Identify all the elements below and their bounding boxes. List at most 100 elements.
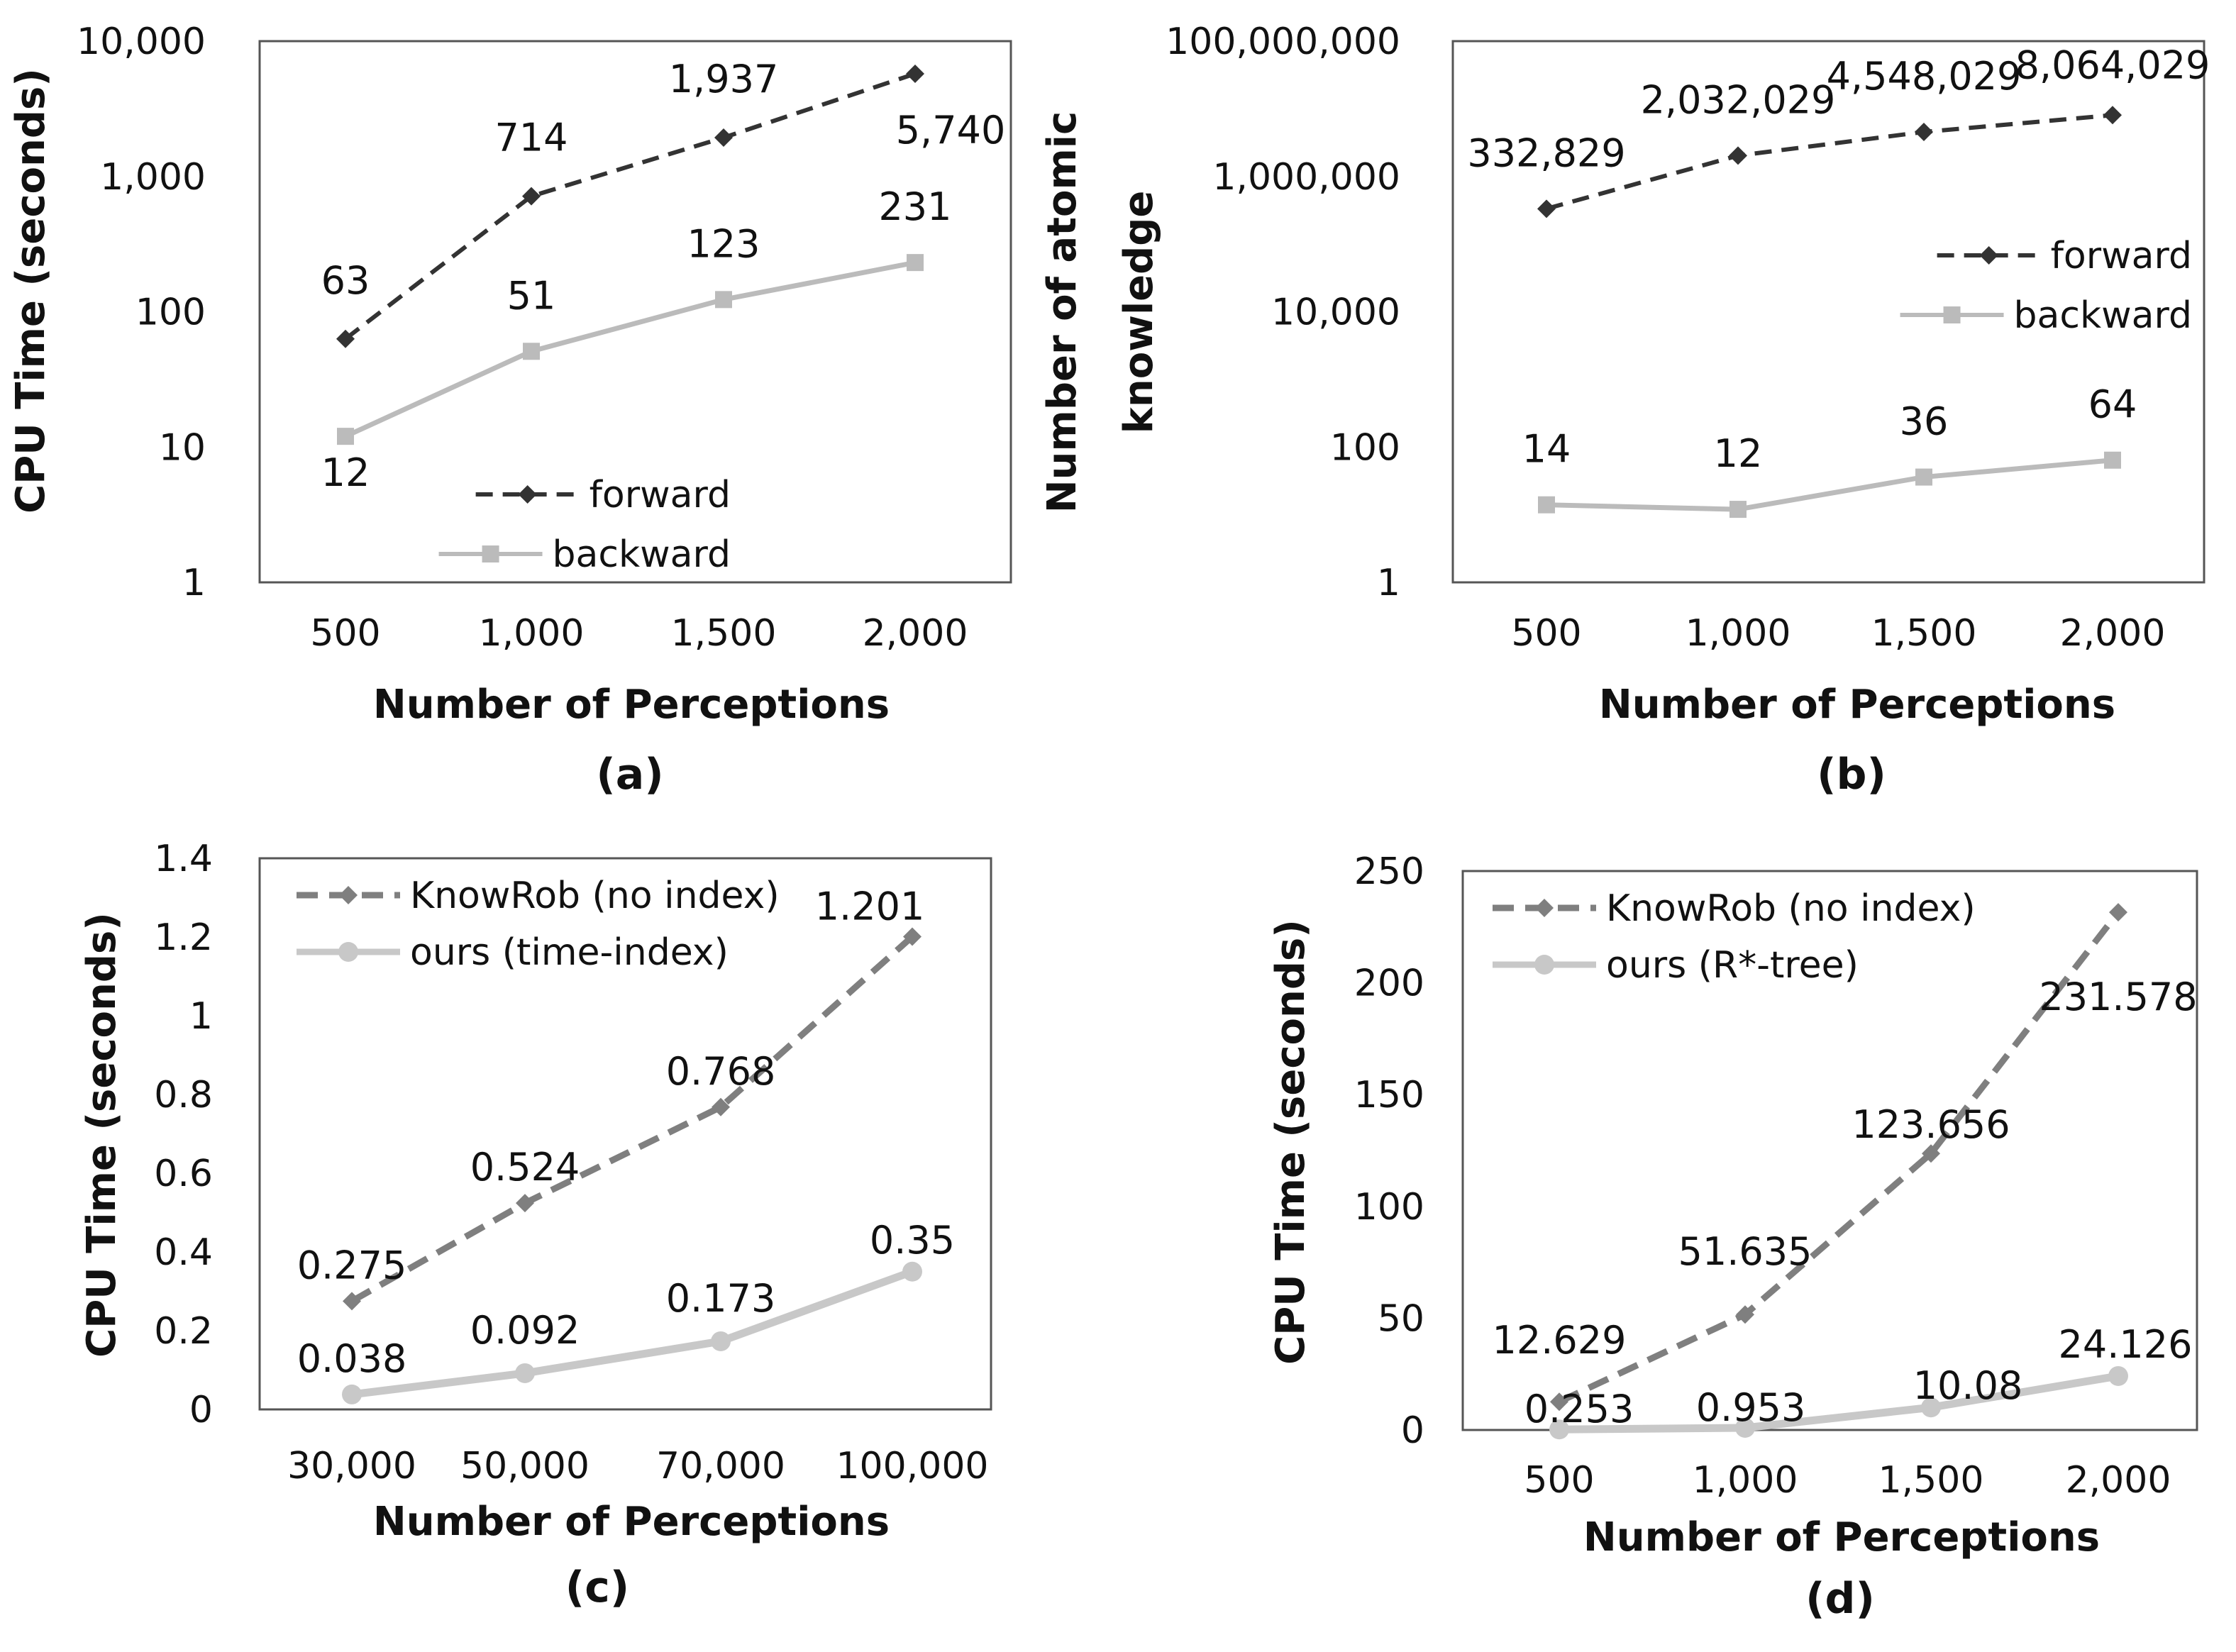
data-point (1549, 1419, 1569, 1440)
data-point (2103, 106, 2122, 125)
y-tick-label: 250 (1354, 850, 1424, 893)
series-line (344, 72, 916, 341)
chart-panel-1: 1 10 100 1,000 10,000 500 1,000 1,500 2,000 Numbe… (8, 21, 1012, 799)
data-point (712, 1097, 730, 1116)
series-1: 0.275 0.524 0.768 1.201 (297, 884, 925, 1311)
data-point (515, 1363, 535, 1383)
legend-label: ours (time-index) (410, 931, 729, 974)
legend: KnowRob (no index) ours (time-index) (297, 875, 780, 974)
data-label: 64 (2088, 382, 2137, 427)
plot-area (258, 40, 1012, 584)
data-label: 0.092 (470, 1308, 580, 1353)
data-point (2108, 1365, 2128, 1386)
y-tick-label: 0.2 (154, 1310, 213, 1353)
x-tick-label: 500 (1524, 1459, 1594, 1502)
panel-label: (a) (596, 750, 663, 799)
y-axis-title: CPU Time (seconds) (8, 68, 54, 514)
y-tick-label: 0.4 (154, 1231, 213, 1274)
series-line (350, 934, 914, 1304)
data-point (1915, 123, 1933, 142)
data-label: 714 (494, 116, 568, 160)
data-point (1729, 501, 1747, 519)
y-tick-label: 10,000 (1271, 292, 1400, 334)
series-2: 0.253 0.953 10.08 24.126 (1524, 1322, 2192, 1440)
data-point (343, 1292, 361, 1311)
data-label: 231 (878, 184, 951, 229)
y-tick-label: 1,000 (100, 156, 206, 199)
data-point (1915, 468, 1932, 486)
panel-label: (c) (565, 1563, 629, 1612)
y-tick-label: 1 (1377, 562, 1400, 604)
series-line (344, 260, 916, 439)
data-label: 8,064,029 (2015, 43, 2210, 87)
legend-marker (339, 886, 358, 904)
data-label: 0.768 (666, 1049, 776, 1094)
x-tick-label: 50,000 (460, 1445, 590, 1487)
x-axis-title: Number of Perceptions (1583, 1514, 2100, 1560)
legend-label: KnowRob (no index) (1606, 887, 1976, 930)
data-label: 2,032,029 (1641, 77, 1836, 122)
data-label: 0.173 (666, 1276, 776, 1321)
x-axis-title: Number of Perceptions (373, 1499, 890, 1545)
x-tick-label: 70,000 (656, 1445, 785, 1487)
y-tick-label: 10 (159, 426, 206, 469)
y-tick-label: 100 (135, 292, 206, 334)
data-label: 0.524 (470, 1145, 580, 1190)
x-axis-title: Number of Perceptions (373, 682, 890, 728)
x-tick-label: 500 (1511, 612, 1581, 655)
y-axis-title: CPU Time (seconds) (79, 912, 125, 1358)
legend: KnowRob (no index) ours (R*-tree) (1493, 887, 1976, 987)
legend-label: forward (590, 474, 731, 516)
data-point (907, 254, 924, 272)
x-tick-label: 2,000 (2066, 1459, 2171, 1502)
y-tick-label: 0 (189, 1389, 213, 1431)
data-label: 12 (321, 450, 370, 495)
y-tick-label: 10,000 (77, 21, 206, 63)
x-tick-label: 1,500 (1871, 612, 1977, 655)
data-point (1729, 146, 1747, 165)
series-2: 12 51 123 231 (321, 184, 952, 495)
data-point (715, 291, 732, 309)
chart-panel-2: 1 100 10,000 1,000,000 100,000,000 500 1,000 1,… (1039, 21, 2210, 799)
x-axis-title: Number of Perceptions (1599, 682, 2115, 728)
data-point (522, 187, 541, 206)
y-tick-label: 50 (1378, 1297, 1424, 1340)
y-tick-label: 1 (189, 995, 213, 1038)
data-point (2104, 451, 2121, 469)
y-tick-label: 1 (182, 562, 206, 604)
chart-panel-4: 0 50 100 150 200 250 500 1,000 1,500 2,000 Number … (1268, 850, 2198, 1624)
legend-marker (482, 545, 499, 562)
data-point (342, 1384, 362, 1404)
data-point (902, 1261, 922, 1282)
data-label: 231.578 (2039, 975, 2197, 1019)
panel-label: (b) (1817, 750, 1886, 799)
x-tick-label: 100,000 (836, 1445, 988, 1487)
x-tick-label: 1,000 (1686, 612, 1791, 655)
legend: forward backward (438, 474, 731, 576)
chart-panel-3: 0 0.2 0.4 0.6 0.8 1 1.2 1.4 30,000 50,000 70,000 10… (79, 838, 992, 1612)
x-tick-label: 2,000 (863, 612, 968, 655)
series-line (1558, 910, 2121, 1405)
data-label: 51.635 (1678, 1229, 1812, 1274)
data-point (906, 64, 924, 83)
y-tick-label: 1,000,000 (1212, 156, 1400, 199)
legend: forward backward (1900, 235, 2192, 337)
data-point (1537, 199, 1556, 218)
data-point (1921, 1397, 1941, 1418)
data-point (1550, 1392, 1568, 1412)
data-label: 1,937 (669, 57, 779, 101)
legend-marker (1979, 246, 1998, 265)
panel-label: (d) (1805, 1574, 1875, 1624)
x-tick-label: 2,000 (2060, 612, 2166, 655)
data-point (1735, 1417, 1755, 1438)
x-tick-label: 500 (310, 612, 380, 655)
y-tick-label: 0.8 (154, 1074, 213, 1116)
data-point (516, 1194, 534, 1213)
data-point (1736, 1305, 1754, 1324)
y-tick-label: 200 (1354, 963, 1424, 1005)
data-label: 1.201 (815, 884, 925, 928)
series-1: 12.629 51.635 123.656 231.578 (1493, 903, 2198, 1412)
data-label: 63 (321, 258, 370, 303)
x-tick-label: 1,000 (479, 612, 585, 655)
